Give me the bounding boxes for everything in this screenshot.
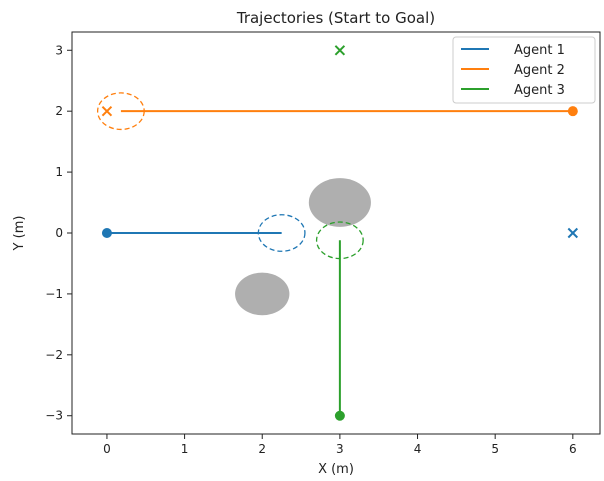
agent-2-safety-circle — [96, 92, 145, 131]
x-tick-label: 2 — [258, 442, 266, 456]
agent-2-start-marker — [567, 106, 578, 117]
x-axis-label: X (m) — [318, 462, 354, 477]
y-tick-label: −3 — [45, 409, 63, 423]
legend-label-agent-1: Agent 1 — [514, 43, 565, 58]
agent-1-start-marker — [101, 228, 112, 238]
x-tick-label: 1 — [181, 442, 189, 456]
goal-marker-stroke — [334, 45, 346, 56]
y-tick-label: 2 — [55, 104, 63, 118]
legend-box — [452, 36, 596, 104]
legend-label-agent-2: Agent 2 — [514, 63, 565, 78]
agent-2-goal-marker — [101, 105, 113, 117]
legend: Agent 1 Agent 2 Agent 3 — [452, 36, 596, 104]
agent-3-start-marker — [334, 410, 345, 421]
x-tick-label: 5 — [491, 442, 499, 456]
agent-1-goal-marker — [567, 227, 579, 239]
y-tick-label: 1 — [55, 165, 63, 179]
axis-ticks: 0 1 2 3 4 5 6 −3 −2 −1 0 1 2 3 — [45, 43, 576, 456]
y-tick-label: −1 — [45, 287, 63, 301]
plot-area — [96, 45, 579, 421]
agent-1-safety-circle — [257, 214, 306, 252]
x-tick-label: 3 — [336, 442, 344, 456]
obstacle-1 — [308, 178, 371, 227]
x-tick-label: 4 — [414, 442, 422, 456]
goal-marker-stroke — [101, 105, 113, 117]
y-axis-label: Y (m) — [12, 216, 27, 252]
y-tick-label: 3 — [55, 43, 63, 57]
y-tick-label: −2 — [45, 348, 63, 362]
chart-title: Trajectories (Start to Goal) — [236, 9, 435, 27]
goal-marker-stroke — [567, 227, 579, 239]
agent-3-safety-circle — [315, 221, 364, 260]
obstacle-2 — [235, 272, 290, 316]
y-tick-label: 0 — [55, 226, 63, 240]
agent-3-goal-marker — [334, 45, 346, 56]
x-tick-label: 0 — [103, 442, 111, 456]
x-tick-label: 6 — [569, 442, 577, 456]
legend-label-agent-3: Agent 3 — [514, 83, 565, 98]
